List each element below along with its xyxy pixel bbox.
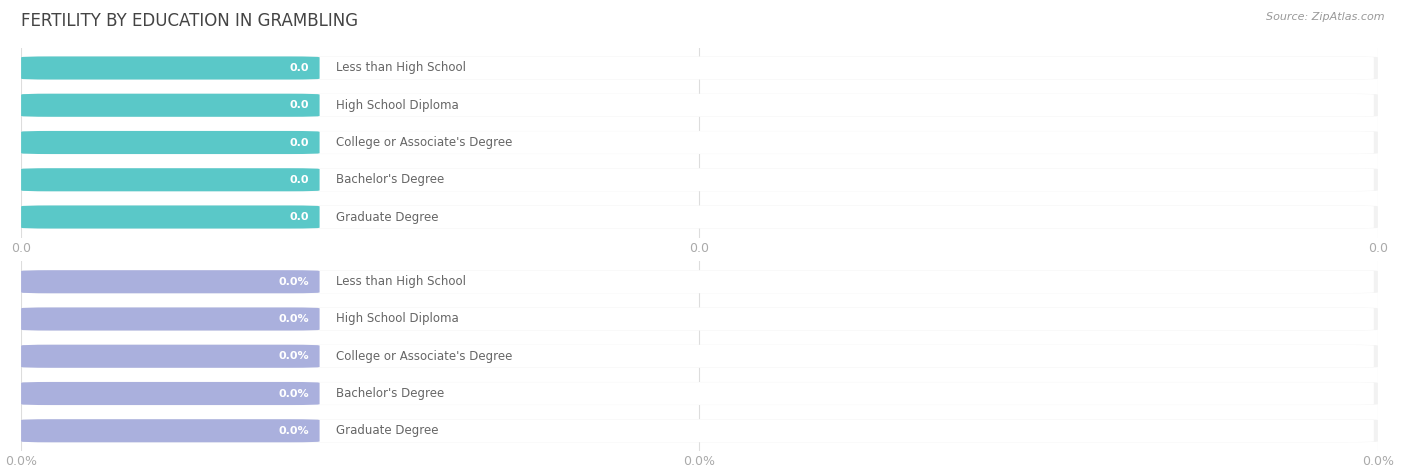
Text: 0.0%: 0.0% <box>278 389 309 399</box>
FancyBboxPatch shape <box>25 57 1374 79</box>
FancyBboxPatch shape <box>21 168 319 191</box>
Text: 0.0%: 0.0% <box>278 277 309 287</box>
Text: High School Diploma: High School Diploma <box>336 99 458 112</box>
Text: Source: ZipAtlas.com: Source: ZipAtlas.com <box>1267 12 1385 22</box>
FancyBboxPatch shape <box>25 94 1374 116</box>
Text: 0.0%: 0.0% <box>278 351 309 361</box>
FancyBboxPatch shape <box>21 131 1378 154</box>
FancyBboxPatch shape <box>21 270 1378 293</box>
FancyBboxPatch shape <box>21 382 1378 405</box>
Text: 0.0: 0.0 <box>290 100 309 110</box>
FancyBboxPatch shape <box>21 270 319 293</box>
Text: Less than High School: Less than High School <box>336 61 465 75</box>
Text: 0.0: 0.0 <box>290 175 309 185</box>
FancyBboxPatch shape <box>21 345 319 368</box>
Text: High School Diploma: High School Diploma <box>336 313 458 325</box>
FancyBboxPatch shape <box>25 308 1374 330</box>
FancyBboxPatch shape <box>21 57 319 79</box>
Text: FERTILITY BY EDUCATION IN GRAMBLING: FERTILITY BY EDUCATION IN GRAMBLING <box>21 12 359 30</box>
FancyBboxPatch shape <box>21 94 1378 117</box>
FancyBboxPatch shape <box>21 345 1378 368</box>
Text: College or Associate's Degree: College or Associate's Degree <box>336 136 512 149</box>
Text: Less than High School: Less than High School <box>336 275 465 288</box>
FancyBboxPatch shape <box>21 206 319 228</box>
FancyBboxPatch shape <box>25 131 1374 154</box>
FancyBboxPatch shape <box>21 419 1378 442</box>
Text: Bachelor's Degree: Bachelor's Degree <box>336 173 444 186</box>
FancyBboxPatch shape <box>21 206 1378 228</box>
FancyBboxPatch shape <box>25 419 1374 442</box>
FancyBboxPatch shape <box>25 169 1374 191</box>
Text: College or Associate's Degree: College or Associate's Degree <box>336 350 512 363</box>
FancyBboxPatch shape <box>21 57 1378 79</box>
FancyBboxPatch shape <box>21 419 319 442</box>
Text: 0.0: 0.0 <box>290 63 309 73</box>
Text: Graduate Degree: Graduate Degree <box>336 424 439 437</box>
Text: 0.0: 0.0 <box>290 212 309 222</box>
Text: Bachelor's Degree: Bachelor's Degree <box>336 387 444 400</box>
FancyBboxPatch shape <box>25 270 1374 293</box>
FancyBboxPatch shape <box>25 382 1374 405</box>
FancyBboxPatch shape <box>21 307 319 331</box>
FancyBboxPatch shape <box>21 168 1378 191</box>
FancyBboxPatch shape <box>21 131 319 154</box>
FancyBboxPatch shape <box>21 307 1378 331</box>
FancyBboxPatch shape <box>21 382 319 405</box>
FancyBboxPatch shape <box>25 206 1374 228</box>
FancyBboxPatch shape <box>25 345 1374 368</box>
Text: 0.0: 0.0 <box>290 137 309 148</box>
Text: Graduate Degree: Graduate Degree <box>336 210 439 224</box>
Text: 0.0%: 0.0% <box>278 314 309 324</box>
Text: 0.0%: 0.0% <box>278 426 309 436</box>
FancyBboxPatch shape <box>21 94 319 117</box>
